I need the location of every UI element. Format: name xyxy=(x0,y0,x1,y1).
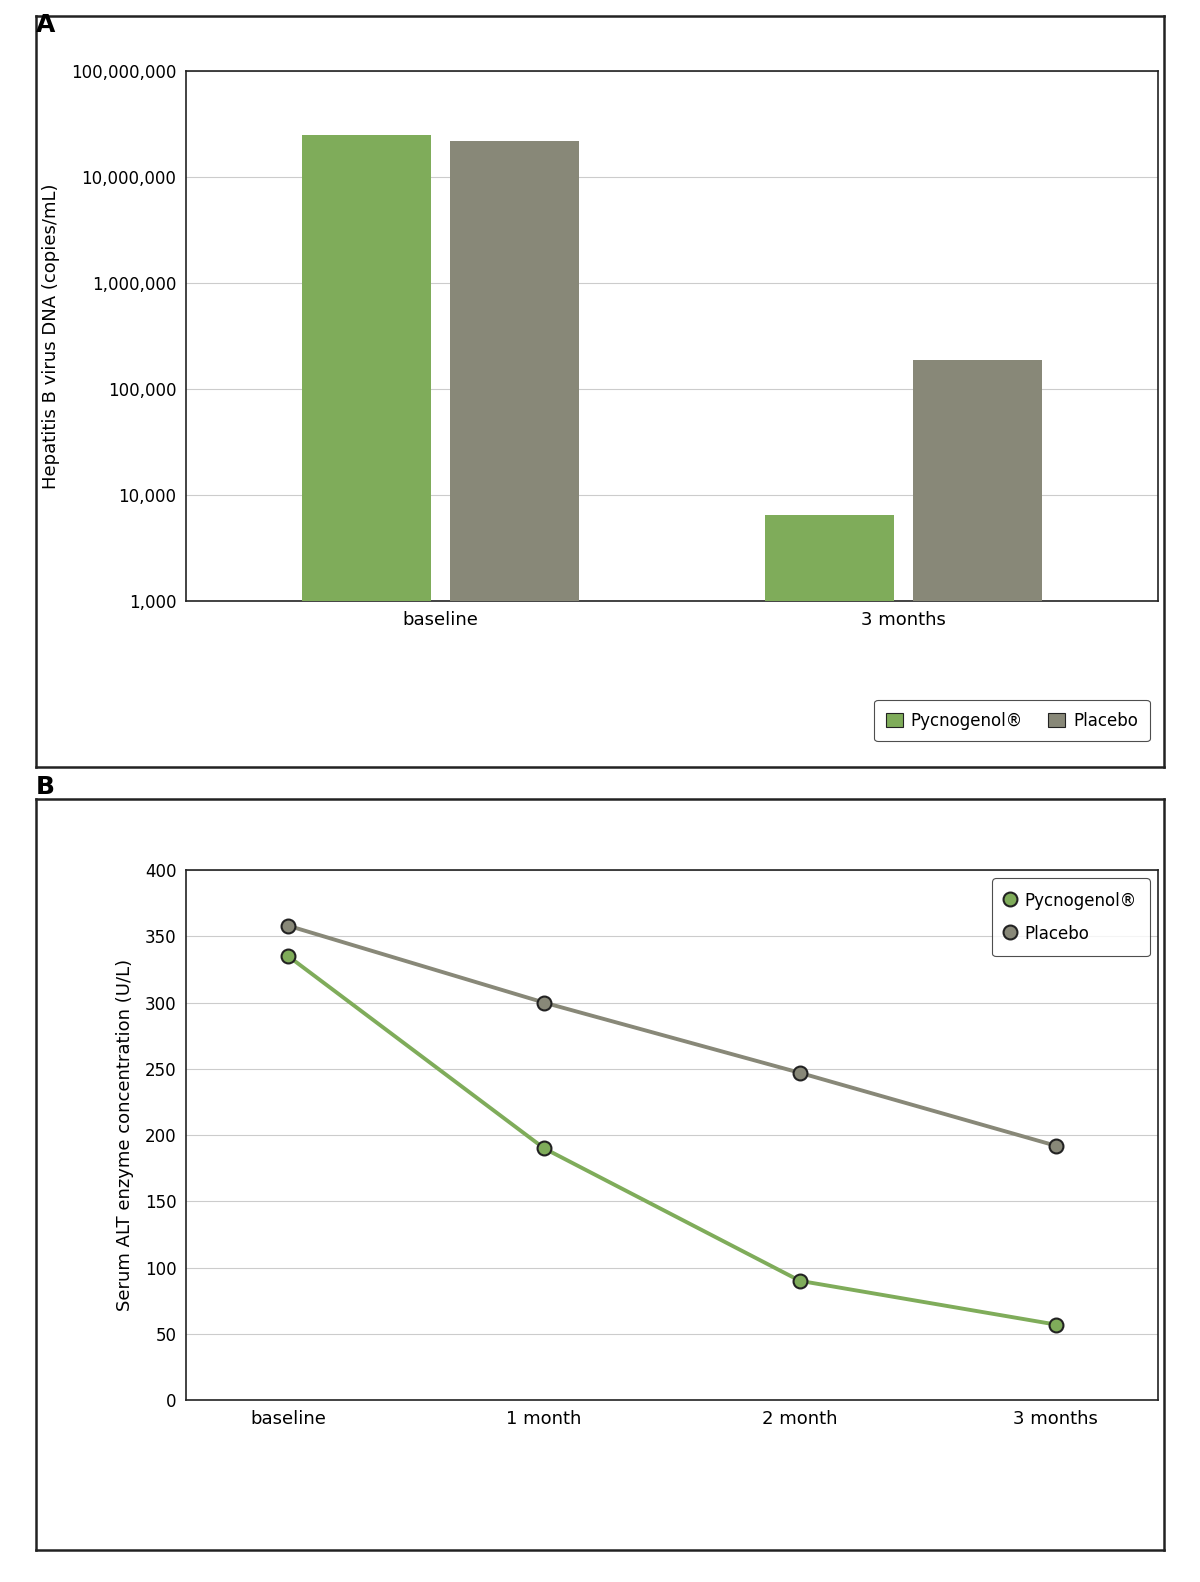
Text: B: B xyxy=(36,775,55,799)
Bar xyxy=(450,141,580,1582)
Y-axis label: Hepatitis B virus DNA (copies/mL): Hepatitis B virus DNA (copies/mL) xyxy=(42,184,60,489)
Text: A: A xyxy=(36,13,55,36)
Y-axis label: Serum ALT enzyme concentration (U/L): Serum ALT enzyme concentration (U/L) xyxy=(115,959,133,1311)
Bar xyxy=(764,516,894,1582)
Legend: Pycnogenol®, Placebo: Pycnogenol®, Placebo xyxy=(875,699,1150,742)
Bar xyxy=(301,134,431,1582)
Bar xyxy=(913,359,1043,1582)
Legend: Pycnogenol®, Placebo: Pycnogenol®, Placebo xyxy=(992,878,1150,956)
